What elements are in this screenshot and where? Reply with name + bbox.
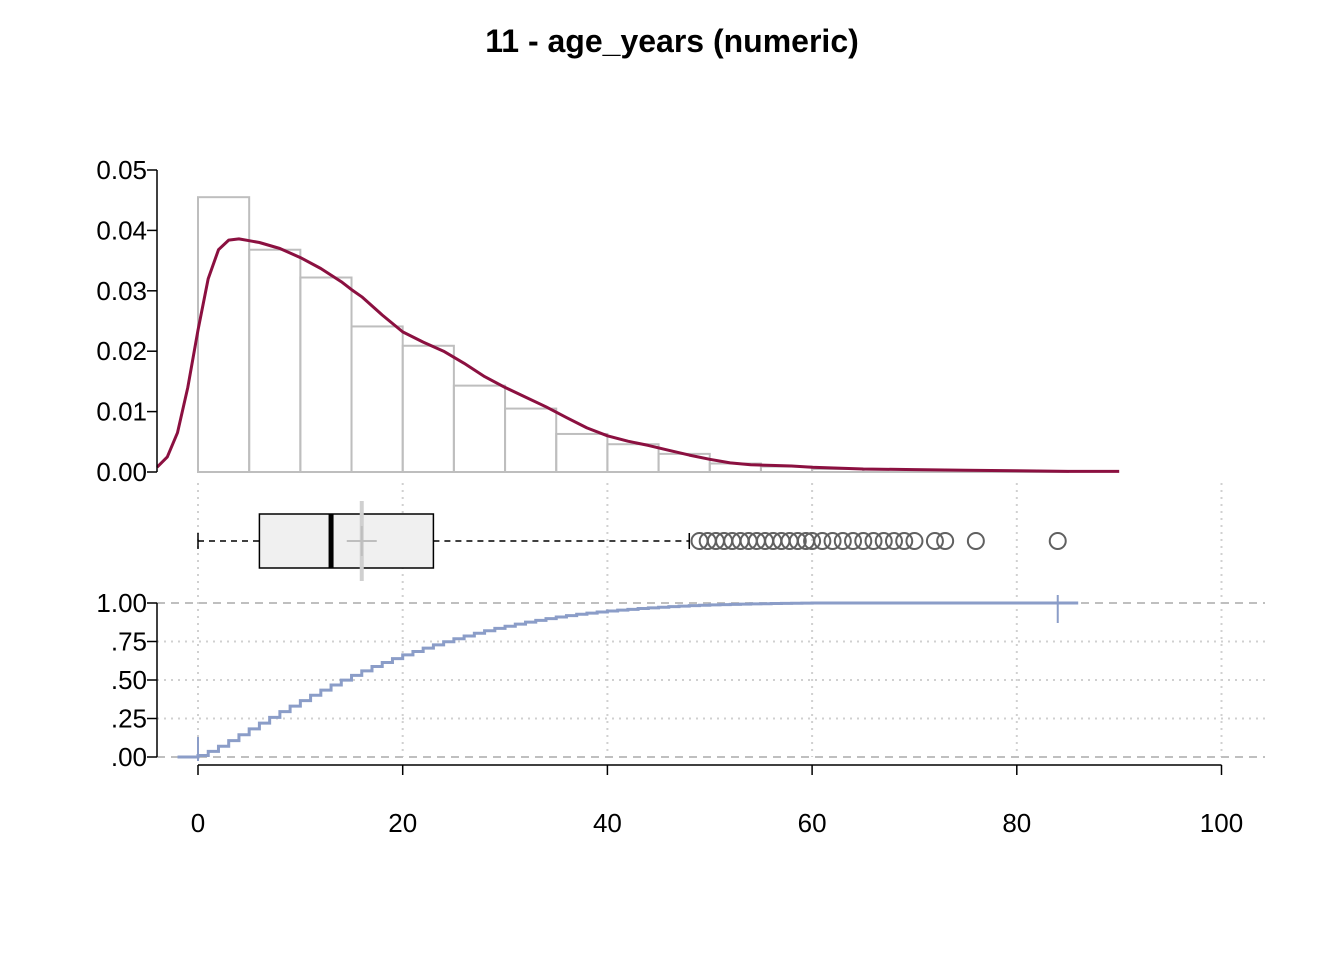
histogram-bar (248, 248, 302, 473)
boxplot-outlier (874, 532, 893, 550)
boxplot-box (258, 513, 435, 569)
boxplot-outlier (936, 532, 955, 550)
chart-title: 11 - age_years (numeric) (485, 23, 859, 59)
histogram-y-tick-label: 0.04 (96, 215, 147, 245)
boxplot-outlier (864, 532, 883, 550)
histogram-bar (606, 443, 660, 474)
boxplot-outlier (788, 532, 807, 550)
histogram-y-tick-label: 0.01 (96, 397, 147, 427)
grid-layer (157, 483, 1265, 758)
histogram-bar (299, 276, 353, 473)
boxplot-outlier (925, 532, 944, 550)
histogram-bar (452, 384, 507, 473)
histogram-bar (504, 407, 558, 473)
boxplot-outlier (844, 532, 863, 550)
histogram-bar (555, 432, 609, 473)
ecdf-curve (177, 601, 1079, 759)
boxplot-outlier (833, 532, 852, 550)
ecdf-panel: .00 .25 .50 .75 1.00 (96, 588, 1079, 772)
histogram-y-tick-label: 0.02 (96, 336, 147, 366)
x-tick-label: 60 (798, 808, 827, 838)
histogram-y-tick-label: 0.03 (96, 276, 147, 306)
boxplot-outlier (813, 532, 832, 550)
density-curve (156, 237, 1120, 473)
boxplot-outlier (823, 532, 842, 550)
boxplot-outlier (1048, 532, 1067, 550)
x-tick-label: 0 (191, 808, 205, 838)
boxplot-panel (197, 501, 1067, 581)
ecdf-y-tick-label: .50 (111, 665, 147, 695)
x-tick-label: 100 (1200, 808, 1243, 838)
ecdf-y-tick-label: 1.00 (96, 588, 147, 618)
histogram-panel: 0.00 0.01 0.02 0.03 0.04 0.05 (96, 155, 1120, 487)
boxplot-outlier (905, 532, 924, 550)
ecdf-y-tick-label: .00 (111, 742, 147, 772)
boxplot-outlier (854, 532, 873, 550)
x-tick-label: 80 (1002, 808, 1031, 838)
x-tick-label: 40 (593, 808, 622, 838)
ecdf-y-tick-label: .25 (111, 704, 147, 734)
x-tick-label: 20 (388, 808, 417, 838)
histogram-y-tick-label: 0.05 (96, 155, 147, 185)
histogram-y-tick-label: 0.00 (96, 457, 147, 487)
histogram-bar (401, 344, 455, 474)
boxplot-outlier (803, 532, 822, 550)
ecdf-y-tick-label: .75 (111, 627, 147, 657)
boxplot-outlier (895, 532, 914, 550)
histogram-bar (350, 325, 404, 473)
boxplot-outlier (966, 532, 985, 550)
x-axis: 0 20 40 60 80 100 (191, 764, 1243, 838)
boxplot-outlier (884, 532, 903, 550)
